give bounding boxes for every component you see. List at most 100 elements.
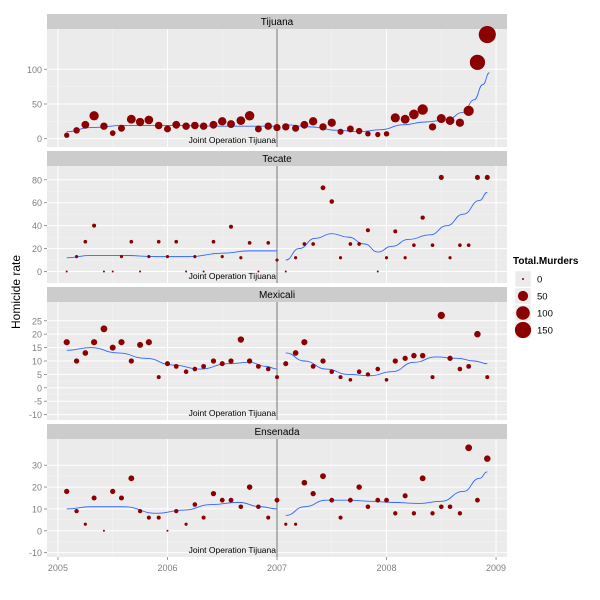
y-tick-label: -10 xyxy=(29,548,42,558)
data-point xyxy=(437,311,445,320)
y-tick-label: 0 xyxy=(37,526,42,536)
data-point xyxy=(448,256,452,260)
data-point xyxy=(411,352,417,359)
data-point xyxy=(202,270,205,273)
data-point xyxy=(447,504,453,510)
data-point xyxy=(282,123,290,131)
y-axis-label: Homicide rate xyxy=(9,255,23,329)
data-point xyxy=(156,239,161,244)
data-point xyxy=(301,339,308,346)
data-point xyxy=(409,109,419,120)
data-point xyxy=(82,350,89,356)
data-point xyxy=(365,372,371,377)
trend-line xyxy=(66,501,278,514)
x-tick-label: 2008 xyxy=(377,563,397,573)
data-point xyxy=(273,123,281,132)
data-point xyxy=(64,488,70,495)
data-point xyxy=(255,363,261,369)
data-point xyxy=(412,243,416,247)
data-point xyxy=(164,125,171,133)
data-point xyxy=(219,361,225,367)
data-point xyxy=(430,375,435,380)
data-point xyxy=(348,242,353,246)
data-point xyxy=(274,375,280,380)
data-point xyxy=(447,355,453,361)
data-point xyxy=(319,123,327,131)
data-point xyxy=(294,522,298,526)
data-point xyxy=(237,336,245,343)
facet-tijuana: Tijuana 0 50 100 Joint Operation Tijuana xyxy=(27,14,507,147)
data-point xyxy=(191,121,199,130)
data-point xyxy=(147,255,151,259)
data-point xyxy=(338,375,343,380)
data-point xyxy=(320,358,326,364)
data-point xyxy=(264,122,272,130)
data-point xyxy=(266,241,271,245)
legend-entry-label: 100 xyxy=(537,309,553,320)
data-point xyxy=(474,174,480,181)
data-point xyxy=(430,243,435,247)
data-point xyxy=(355,127,363,135)
data-point xyxy=(173,363,179,369)
data-point xyxy=(172,120,181,129)
data-point xyxy=(193,255,197,259)
data-point xyxy=(463,105,474,117)
data-point xyxy=(102,270,105,273)
data-point xyxy=(118,495,125,501)
data-point xyxy=(128,358,134,364)
y-tick-label: 100 xyxy=(27,65,42,75)
data-point xyxy=(475,497,480,503)
facet-strip xyxy=(47,424,507,439)
data-point xyxy=(73,358,80,364)
data-point xyxy=(91,495,97,501)
data-point xyxy=(310,490,316,497)
data-point xyxy=(247,241,252,245)
intervention-label: Joint Operation Tijuana xyxy=(189,545,277,555)
data-point xyxy=(466,363,472,369)
x-tick-label: 2009 xyxy=(486,563,506,573)
data-point xyxy=(111,270,114,273)
data-point xyxy=(257,270,260,273)
legend: Total.Murders 0 50 100 150 xyxy=(513,256,579,339)
data-point xyxy=(211,239,216,244)
intervention-label: Joint Operation Tijuana xyxy=(189,408,277,418)
data-point xyxy=(92,223,97,228)
x-axis: 2005 2006 2007 2008 2009 xyxy=(48,557,506,573)
data-point xyxy=(199,122,208,130)
data-point xyxy=(256,504,261,510)
legend-entry-label: 0 xyxy=(537,275,542,286)
data-point xyxy=(384,497,389,503)
legend-key-point xyxy=(522,278,524,280)
y-tick-label: 20 xyxy=(32,330,42,340)
y-tick-label: 15 xyxy=(32,343,42,353)
data-point xyxy=(457,511,463,516)
data-point xyxy=(164,361,171,367)
data-point xyxy=(417,104,428,115)
data-point xyxy=(165,255,170,259)
y-tick-label: 30 xyxy=(32,461,42,471)
data-point xyxy=(320,473,326,480)
data-point xyxy=(348,377,353,382)
y-tick-label: 0 xyxy=(37,383,42,393)
data-point xyxy=(65,270,68,273)
data-point xyxy=(392,358,398,364)
facet-mexicali: Mexicali -10 -5 0 5 10 15 20 25 Joint Operation T… xyxy=(29,287,507,420)
y-tick-label: 10 xyxy=(32,357,42,367)
data-point xyxy=(100,122,108,130)
data-point xyxy=(356,369,362,375)
data-point xyxy=(375,131,381,138)
data-point xyxy=(119,255,124,259)
legend-key-point xyxy=(514,321,532,339)
data-point xyxy=(428,123,437,131)
data-point xyxy=(174,239,179,244)
data-point xyxy=(174,508,179,514)
data-point xyxy=(356,484,362,490)
y-tick-label: 20 xyxy=(32,483,42,493)
data-point xyxy=(329,199,335,204)
data-point xyxy=(254,125,262,133)
data-point xyxy=(300,120,309,129)
data-point xyxy=(347,497,353,503)
facet-ensenada: Ensenada -10 0 10 20 30 Joint Operation Tijuan… xyxy=(29,424,507,558)
